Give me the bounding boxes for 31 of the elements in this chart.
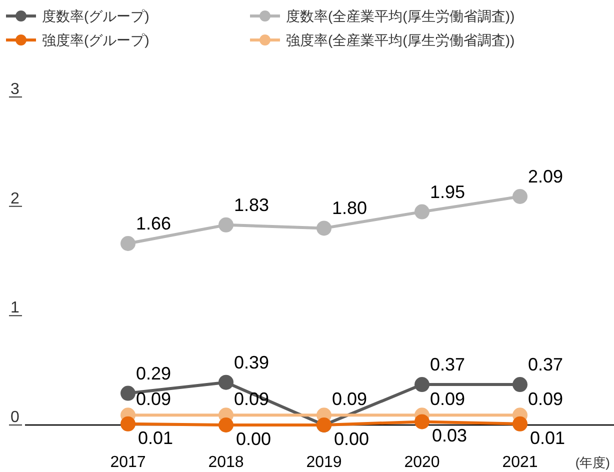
data-label: 0.09 <box>234 389 270 410</box>
data-label: 0.09 <box>528 389 564 410</box>
data-label: 0.09 <box>430 389 466 410</box>
data-label: 1.80 <box>332 198 368 218</box>
data-label: 0.29 <box>136 363 172 384</box>
data-label: 1.83 <box>234 194 270 215</box>
data-label: 0.09 <box>136 389 172 410</box>
legend-label: 強度率(グループ) <box>42 32 150 48</box>
y-tick-label: 2 <box>10 190 20 208</box>
data-label: 0.37 <box>528 354 564 375</box>
x-tick-label: 2020 <box>404 454 440 471</box>
data-label: 1.95 <box>430 182 466 202</box>
y-tick-label: 0 <box>10 409 20 426</box>
x-tick-label: 2018 <box>208 454 244 471</box>
data-label: 0.01 <box>530 428 566 448</box>
y-tick-label: 1 <box>10 300 20 317</box>
data-label: 0.00 <box>334 429 370 449</box>
legend-label: 度数率(グループ) <box>42 8 150 24</box>
data-label: 0.01 <box>138 428 174 448</box>
data-label: 2.09 <box>528 166 564 186</box>
data-label: 0.03 <box>432 426 468 446</box>
x-tick-label: 2017 <box>110 454 146 471</box>
data-label: 0.00 <box>236 429 272 449</box>
y-tick-label: 3 <box>10 81 20 98</box>
x-tick-label: 2019 <box>306 454 342 471</box>
data-label: 0.09 <box>332 389 368 410</box>
x-tick-label: 2021 <box>502 454 538 471</box>
data-label: 1.66 <box>136 214 172 234</box>
data-label: 0.39 <box>234 352 270 372</box>
x-axis-title: (年度) <box>575 455 610 470</box>
data-label: 0.37 <box>430 354 466 375</box>
